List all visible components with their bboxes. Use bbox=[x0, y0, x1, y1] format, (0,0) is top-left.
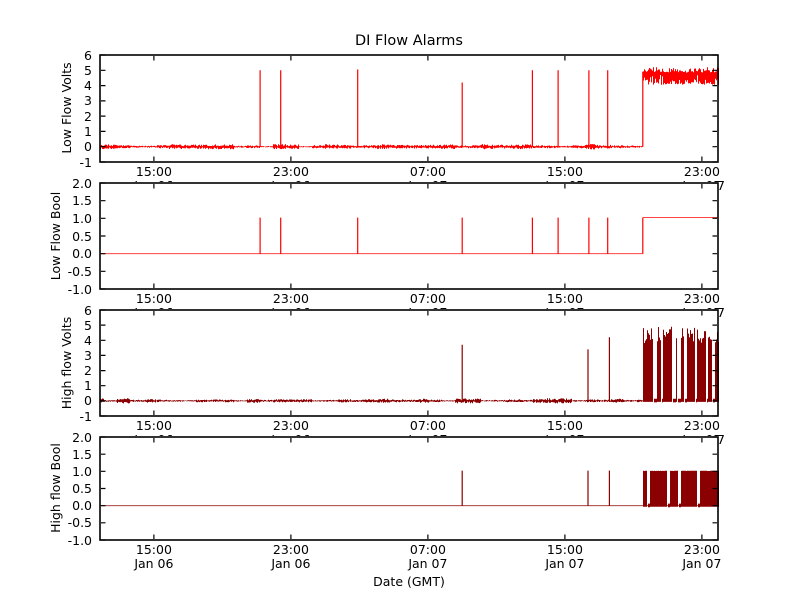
axes-spine-low-flow-volts bbox=[99, 54, 719, 163]
series-low-flow-volts-noise bbox=[100, 67, 719, 150]
axes-spine-high-flow-volts bbox=[99, 309, 719, 417]
axes-spine-high-flow-bool bbox=[99, 436, 719, 541]
tick-marks bbox=[101, 54, 717, 163]
series-low-flow-bool-spikes bbox=[259, 217, 644, 254]
series-low-flow-volts-spikes bbox=[259, 69, 644, 147]
series-high-flow-volts-noise bbox=[100, 326, 719, 404]
tick-marks bbox=[101, 436, 717, 541]
x-axis-label: Date (GMT) bbox=[373, 574, 445, 589]
tick-marks bbox=[101, 182, 717, 290]
axes-spine-low-flow-bool bbox=[99, 182, 719, 290]
tick-marks bbox=[101, 309, 717, 417]
y-axis-label-high-flow-volts: High flow Volts bbox=[59, 316, 74, 410]
y-axis-label-high-flow-bool: High flow Bool bbox=[48, 443, 63, 533]
y-axis-label-low-flow-volts: Low Flow Volts bbox=[59, 62, 74, 154]
series-high-flow-volts-spikes bbox=[461, 337, 610, 401]
y-axis-label-low-flow-bool: Low Flow Bool bbox=[48, 191, 63, 281]
chart-title: DI Flow Alarms bbox=[355, 33, 463, 49]
series-high-flow-bool-spikes bbox=[461, 470, 610, 506]
series-low-flow-bool-line bbox=[100, 217, 718, 255]
series-high-flow-bool-noise bbox=[643, 470, 719, 508]
